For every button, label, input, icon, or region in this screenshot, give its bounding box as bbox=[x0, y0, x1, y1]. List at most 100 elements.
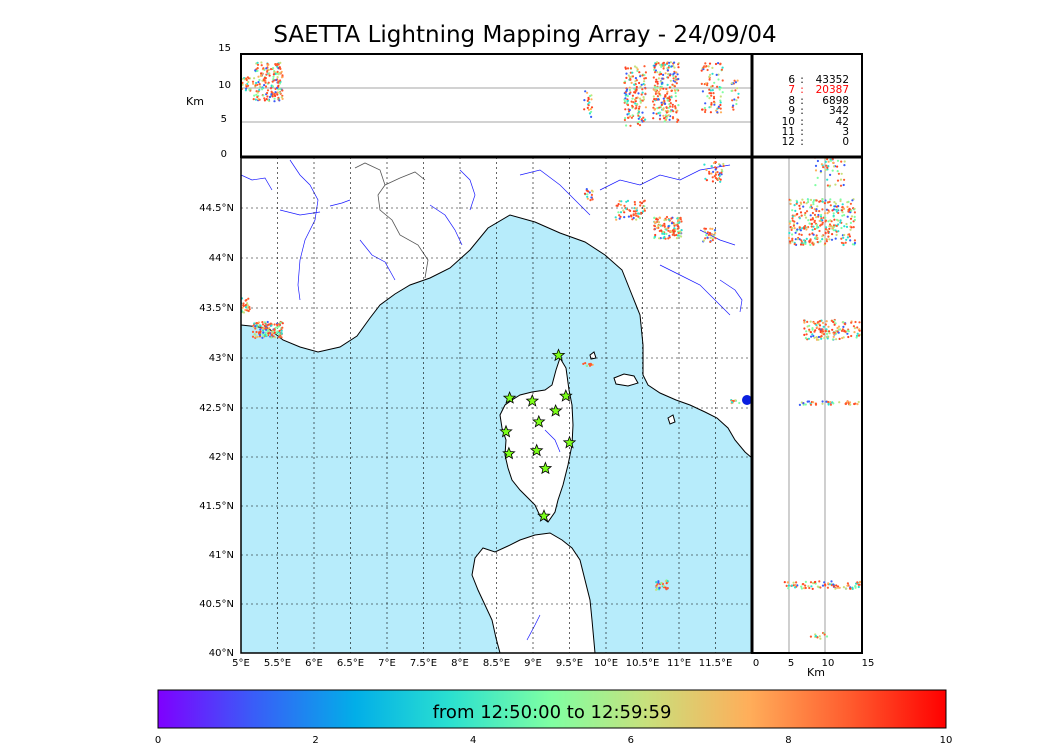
lightning-source bbox=[667, 76, 670, 79]
lightning-source bbox=[818, 327, 821, 330]
lightning-source bbox=[665, 215, 669, 219]
lightning-source bbox=[852, 325, 856, 328]
lightning-source bbox=[708, 172, 711, 175]
lightning-source bbox=[842, 336, 845, 339]
lightning-source bbox=[829, 403, 833, 406]
lightning-source bbox=[261, 336, 264, 339]
lightning-source bbox=[719, 107, 722, 110]
lightning-source bbox=[660, 85, 663, 88]
lat-tick: 41°N bbox=[209, 550, 234, 561]
lightning-source bbox=[633, 65, 637, 68]
lightning-source bbox=[586, 195, 589, 198]
lightning-source bbox=[654, 107, 657, 111]
station-star-icon bbox=[548, 403, 563, 417]
lightning-source bbox=[735, 102, 738, 106]
lightning-source bbox=[841, 328, 845, 331]
lightning-source bbox=[826, 184, 830, 187]
lightning-source bbox=[790, 584, 794, 587]
lightning-source bbox=[821, 402, 824, 405]
lightning-source bbox=[671, 83, 674, 86]
lightning-source bbox=[264, 327, 268, 330]
lightning-source bbox=[791, 209, 794, 212]
lightning-source bbox=[256, 61, 259, 64]
lightning-source bbox=[273, 323, 276, 326]
lightning-source bbox=[625, 207, 628, 210]
lon-tick: 9.5°E bbox=[556, 658, 583, 669]
lightning-source bbox=[657, 77, 661, 80]
lightning-source bbox=[719, 103, 722, 107]
lightning-source bbox=[656, 107, 659, 110]
lightning-source bbox=[590, 106, 594, 109]
lightning-source bbox=[674, 75, 677, 78]
lightning-source bbox=[662, 108, 665, 111]
lightning-source bbox=[655, 588, 658, 591]
colorbar-tick: 10 bbox=[940, 735, 953, 746]
lightning-source bbox=[786, 581, 789, 584]
lightning-source bbox=[272, 75, 275, 78]
count-value: 3 bbox=[842, 126, 849, 139]
lightning-source bbox=[643, 77, 646, 80]
lightning-source bbox=[675, 233, 678, 237]
lightning-source bbox=[793, 204, 796, 207]
lightning-source bbox=[669, 230, 672, 233]
lightning-source bbox=[662, 67, 665, 70]
lightning-source bbox=[665, 87, 668, 91]
station-star-icon bbox=[551, 348, 566, 362]
lightning-source bbox=[719, 63, 722, 66]
lightning-source bbox=[620, 200, 623, 203]
lightning-source bbox=[855, 336, 858, 339]
lightning-source bbox=[640, 202, 643, 205]
lightning-source bbox=[665, 582, 668, 585]
lightning-source bbox=[254, 325, 257, 328]
lightning-source bbox=[713, 175, 716, 178]
lightning-source bbox=[831, 338, 835, 341]
lightning-source bbox=[654, 69, 658, 72]
lightning-source bbox=[660, 65, 663, 68]
lightning-source bbox=[821, 238, 824, 241]
lightning-source bbox=[678, 221, 681, 224]
lightning-source bbox=[629, 67, 633, 70]
lightning-source bbox=[623, 118, 627, 122]
lightning-source bbox=[254, 333, 257, 336]
lightning-source bbox=[676, 109, 679, 112]
lightning-source bbox=[665, 106, 668, 109]
lightning-source bbox=[804, 584, 807, 587]
lightning-source bbox=[668, 218, 671, 221]
lightning-source bbox=[701, 90, 705, 93]
lon-tick: 7.5°E bbox=[410, 658, 437, 669]
lightning-source bbox=[274, 63, 277, 66]
lightning-source bbox=[808, 586, 811, 590]
lightning-source bbox=[255, 81, 258, 85]
lightning-source bbox=[660, 103, 664, 106]
lightning-source bbox=[834, 183, 837, 186]
lightning-source bbox=[858, 583, 861, 586]
lightning-source bbox=[812, 243, 815, 246]
lightning-source bbox=[672, 77, 675, 80]
lightning-source bbox=[844, 402, 847, 405]
lightning-source bbox=[796, 212, 799, 216]
lightning-source bbox=[720, 68, 724, 71]
lightning-source bbox=[666, 580, 669, 583]
count-value: 43352 bbox=[815, 74, 849, 86]
lightning-source bbox=[812, 401, 815, 404]
lightning-source bbox=[664, 102, 667, 105]
lightning-source bbox=[709, 92, 713, 95]
lightning-source bbox=[675, 99, 678, 102]
lightning-source bbox=[626, 67, 630, 70]
lightning-source bbox=[821, 198, 824, 201]
lightning-source bbox=[718, 174, 721, 177]
lightning-source bbox=[827, 220, 830, 223]
lightning-source bbox=[627, 74, 630, 77]
lightning-source bbox=[842, 243, 845, 247]
lightning-source bbox=[258, 333, 261, 336]
lightning-source bbox=[717, 62, 720, 65]
lightning-source bbox=[712, 161, 716, 165]
lightning-source bbox=[663, 117, 666, 120]
lightning-source bbox=[850, 226, 853, 229]
lightning-source bbox=[258, 78, 261, 82]
lightning-source bbox=[714, 161, 718, 164]
lightning-source bbox=[832, 402, 835, 405]
lightning-source bbox=[706, 231, 710, 234]
lightning-source bbox=[820, 337, 823, 340]
lightning-source bbox=[637, 110, 641, 113]
